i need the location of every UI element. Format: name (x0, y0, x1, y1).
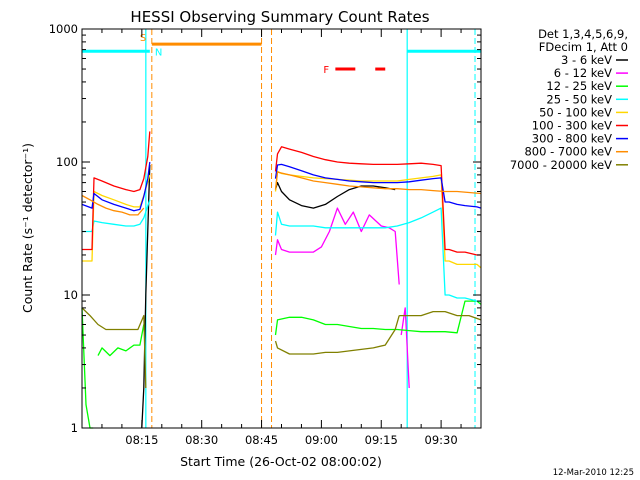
x-tick-label: 09:15 (365, 433, 398, 447)
x-axis-label: Start Time (26-Oct-02 08:00:02) (180, 454, 382, 469)
series-line-3-segment-1 (274, 207, 481, 302)
footer-timestamp: 12-Mar-2010 12:25 (553, 468, 634, 478)
x-tick-label: 09:30 (425, 433, 458, 447)
legend-entry-label: 300 - 800 keV (532, 132, 612, 146)
x-tick-label: 08:15 (125, 433, 158, 447)
series-line-6-segment-0 (81, 161, 151, 212)
x-tick-label: 08:45 (245, 433, 278, 447)
x-tick-label: 09:00 (305, 433, 338, 447)
legend-entry-label: 6 - 12 keV (554, 66, 612, 80)
y-tick-label: 10 (63, 288, 78, 302)
chart-title: HESSI Observing Summary Count Rates (130, 8, 429, 26)
series-line-2-segment-0 (81, 307, 94, 429)
saa-label: S (140, 33, 146, 44)
y-axis-label: Count Rate (s⁻¹ detector⁻¹) (20, 143, 35, 313)
legend-entry-label: 7000 - 20000 keV (510, 158, 612, 172)
series-line-5-segment-0 (82, 131, 151, 251)
legend-entry-label: 25 - 50 keV (546, 92, 612, 106)
legend-entry-label: 800 - 7000 keV (524, 145, 612, 159)
series-line-8-segment-2 (399, 310, 482, 321)
flare-label: F (323, 65, 329, 76)
series-line-7-segment-0 (81, 194, 145, 216)
plot-area: SN F (81, 29, 482, 429)
series-line-6-segment-1 (274, 163, 482, 209)
series-line-4-segment-1 (274, 170, 482, 269)
y-tick-label: 100 (56, 155, 78, 169)
legend-entry-label: 12 - 25 keV (546, 79, 612, 93)
y-tick-label: 1000 (49, 22, 78, 36)
legend-entry-label: 50 - 100 keV (539, 105, 612, 119)
night-label: N (155, 47, 162, 58)
series-line-8-segment-1 (274, 315, 400, 355)
axis-ticks: 1 10 100 1000 08:15 08:30 08:45 09:00 09:15 09:30 (49, 22, 482, 447)
series-line-2-segment-2 (274, 300, 482, 336)
series-line-5-segment-1 (274, 146, 481, 256)
series-line-0-segment-1 (274, 181, 396, 209)
series-line-1-segment-1 (400, 307, 410, 389)
x-tick-label: 08:30 (185, 433, 218, 447)
legend-header-detectors: Det 1,3,4,5,6,9, (538, 27, 628, 41)
series-line-8-segment-0 (81, 307, 147, 389)
plot-frame (81, 28, 482, 429)
y-tick-label: 1 (71, 421, 78, 435)
series-line-1-segment-0 (274, 207, 400, 285)
series-line-2-segment-1 (97, 324, 145, 357)
series-line-7-segment-1 (274, 171, 482, 195)
legend-header-decimation: FDecim 1, Att 0 (539, 40, 628, 54)
legend-entry-label: 100 - 300 keV (532, 119, 612, 133)
legend-entry-label: 3 - 6 keV (561, 53, 612, 67)
legend: Det 1,3,4,5,6,9, FDecim 1, Att 0 3 - 6 k… (510, 27, 628, 172)
